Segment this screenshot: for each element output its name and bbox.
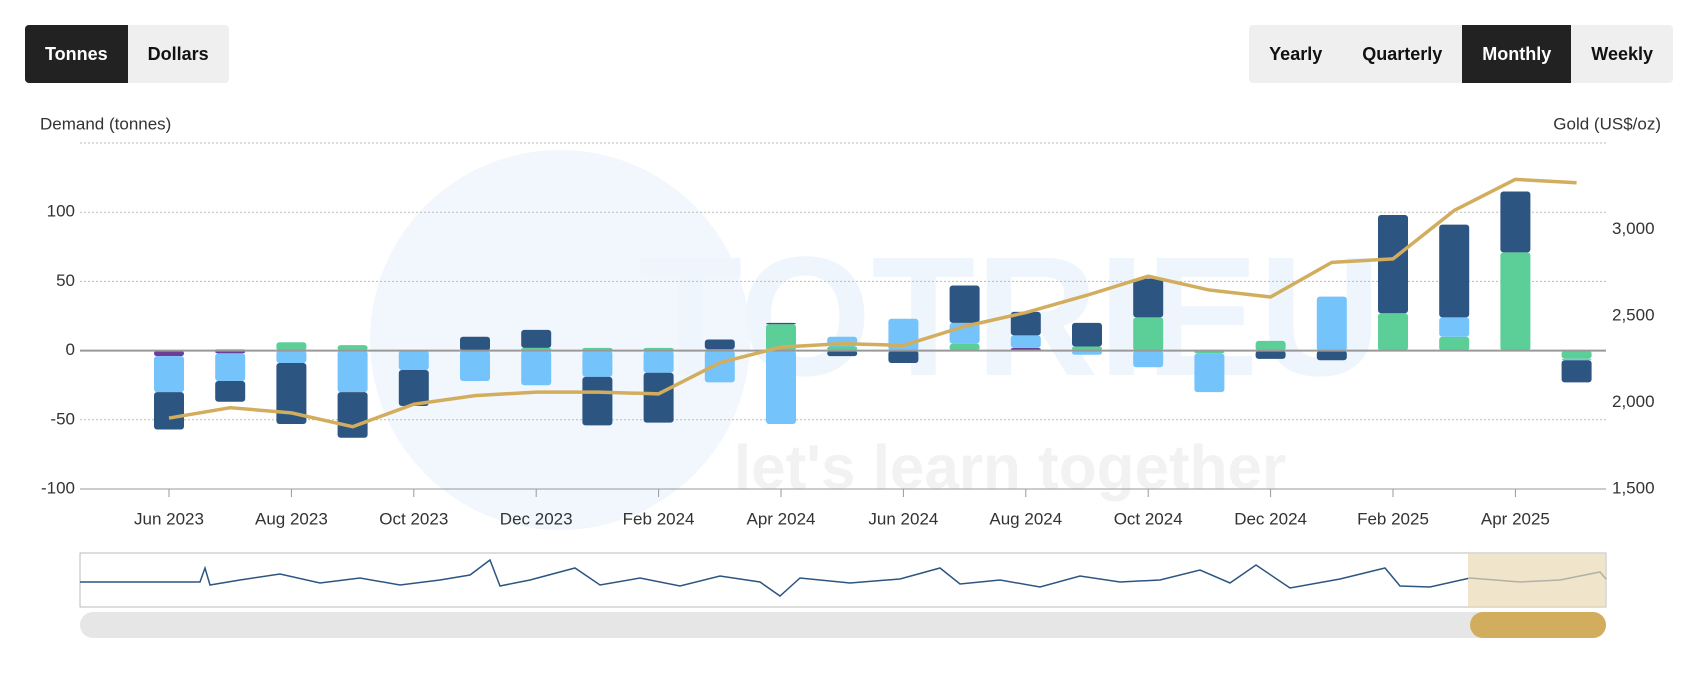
period-button[interactable]: Weekly: [1591, 44, 1653, 64]
x-tick-label: Feb 2025: [1357, 509, 1429, 528]
y2-tick-label: 3,000: [1612, 219, 1655, 238]
period-toggle: Yearly Quarterly Monthly Weekly: [1249, 25, 1673, 83]
chart: TOTRIEU let's learn together Demand (ton…: [40, 114, 1661, 638]
bar-segment: [1439, 336, 1470, 351]
bar-segment: [1439, 224, 1470, 318]
unit-button[interactable]: Tonnes: [25, 25, 128, 83]
bar-segment: [582, 350, 613, 377]
y2-tick-label: 1,500: [1612, 478, 1655, 497]
x-tick-label: Dec 2024: [1234, 509, 1307, 528]
bar-segment: [276, 342, 307, 351]
x-tick-label: Oct 2024: [1114, 509, 1183, 528]
y-axis-title: Demand (tonnes): [40, 114, 171, 133]
period-button[interactable]: Monthly: [1462, 25, 1572, 83]
bar-segment: [1133, 317, 1164, 351]
bar-segment: [1561, 358, 1592, 361]
x-tick-label: Jun 2024: [868, 509, 938, 528]
bar-segment: [1194, 353, 1225, 393]
scrollbar-thumb[interactable]: [1470, 612, 1606, 638]
navigator-selection[interactable]: [1468, 553, 1606, 607]
bar-segment: [521, 329, 552, 348]
bar-segment: [1010, 335, 1041, 348]
x-tick-label: Apr 2025: [1481, 509, 1550, 528]
x-tick-label: Aug 2024: [989, 509, 1062, 528]
bar-segment: [1378, 313, 1408, 351]
bar-segment: [1255, 350, 1286, 359]
bar-segment: [1561, 350, 1592, 359]
bar-segment: [704, 339, 735, 350]
watermark-tagline: let's learn together: [734, 433, 1286, 502]
scrollbar-track[interactable]: [80, 612, 1606, 638]
bar-segment: [276, 363, 307, 424]
bar-segment: [643, 372, 674, 423]
period-button[interactable]: Quarterly: [1362, 44, 1443, 64]
gold-price-line: [168, 177, 1577, 429]
period-button[interactable]: Yearly: [1269, 44, 1323, 64]
y-tick-label: 50: [56, 271, 75, 290]
bar-segment: [888, 350, 919, 364]
navigator-line: [80, 558, 1607, 597]
y-tick-label: 0: [66, 340, 75, 359]
y2-tick-label: 2,500: [1612, 305, 1655, 324]
navigator-frame: [79, 552, 1607, 608]
bar-segment: [460, 350, 490, 382]
bar-segment: [215, 353, 246, 382]
bar-segment: [643, 350, 674, 373]
x-tick-label: Apr 2024: [747, 509, 816, 528]
bar-segment: [827, 350, 858, 357]
bar-segment: [154, 356, 184, 393]
bar-segment: [949, 343, 980, 351]
bar-segment: [704, 350, 735, 383]
y-tick-label: -100: [41, 478, 75, 497]
bar-segment: [1072, 346, 1102, 351]
y-tick-label: 100: [47, 202, 75, 221]
x-tick-label: Feb 2024: [623, 509, 695, 528]
bar-segment: [766, 350, 796, 424]
bar-segment: [1378, 214, 1408, 314]
bar-segment: [154, 350, 184, 357]
bar-segment: [1133, 350, 1164, 368]
bar-segment: [154, 392, 184, 430]
bar-segment: [337, 350, 368, 393]
bar-segment: [1316, 350, 1347, 361]
bar-segment: [337, 345, 368, 351]
bar-segment: [398, 350, 429, 370]
x-tick-label: Dec 2023: [500, 509, 573, 528]
bar-segment: [1255, 340, 1286, 351]
unit-toggle: Tonnes Dollars: [25, 25, 229, 83]
y2-axis-title: Gold (US$/oz): [1553, 114, 1661, 133]
bar-segment: [766, 322, 796, 325]
bar-segment: [1500, 191, 1531, 253]
bar-segment: [1439, 317, 1470, 337]
y2-tick-label: 2,000: [1612, 392, 1655, 411]
bar-segment: [460, 336, 490, 351]
navigator: [79, 552, 1607, 638]
bar-segment: [521, 350, 552, 386]
y-tick-label: -50: [50, 409, 75, 428]
x-tick-label: Aug 2023: [255, 509, 328, 528]
bar-segment: [949, 285, 980, 323]
bar-segment: [1500, 252, 1531, 351]
unit-button[interactable]: Dollars: [147, 44, 209, 64]
bar-segment: [827, 346, 858, 351]
watermark-logo: [370, 150, 750, 530]
bar-segment: [337, 392, 368, 438]
bar-segment: [1072, 322, 1102, 347]
bar-segment: [766, 324, 796, 351]
bar-segment: [276, 350, 307, 364]
bar-segment: [582, 376, 613, 426]
bar-segment: [1072, 350, 1102, 355]
bar-segment: [1133, 278, 1164, 318]
x-tick-label: Jun 2023: [134, 509, 204, 528]
bar-segment: [1561, 360, 1592, 383]
bar-segment: [398, 369, 429, 406]
x-tick-label: Oct 2023: [379, 509, 448, 528]
bar-segment: [1010, 311, 1041, 336]
bar-segment: [215, 381, 246, 402]
bar-segment: [1316, 296, 1347, 351]
